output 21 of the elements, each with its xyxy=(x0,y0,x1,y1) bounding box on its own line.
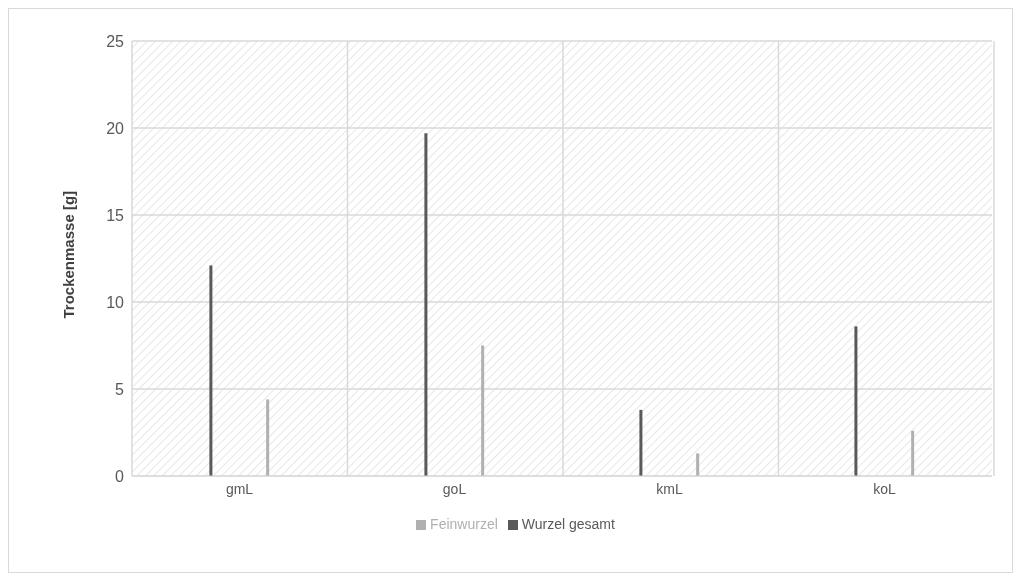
bar xyxy=(424,133,428,476)
bar xyxy=(696,453,700,476)
legend-label: Wurzel gesamt xyxy=(521,516,615,532)
x-tick-label: gmL xyxy=(225,480,254,497)
bar xyxy=(911,430,915,476)
bar xyxy=(854,326,858,476)
bar xyxy=(266,399,270,476)
x-tick-label: kmL xyxy=(656,480,683,497)
bar xyxy=(639,409,643,476)
y-tick-label: 0 xyxy=(115,467,125,485)
y-tick-label: 25 xyxy=(106,32,125,50)
y-tick-label: 10 xyxy=(106,293,125,311)
legend-label: Feinwurzel xyxy=(430,516,498,532)
y-axis-title: Trockenmasse [g] xyxy=(60,190,78,319)
bar xyxy=(481,345,485,476)
x-tick-label: koL xyxy=(873,480,896,497)
y-tick-label: 5 xyxy=(115,380,125,398)
y-tick-label: 20 xyxy=(106,119,125,137)
bar xyxy=(209,265,213,476)
y-tick-label: 15 xyxy=(106,206,125,224)
x-tick-label: goL xyxy=(442,480,467,497)
